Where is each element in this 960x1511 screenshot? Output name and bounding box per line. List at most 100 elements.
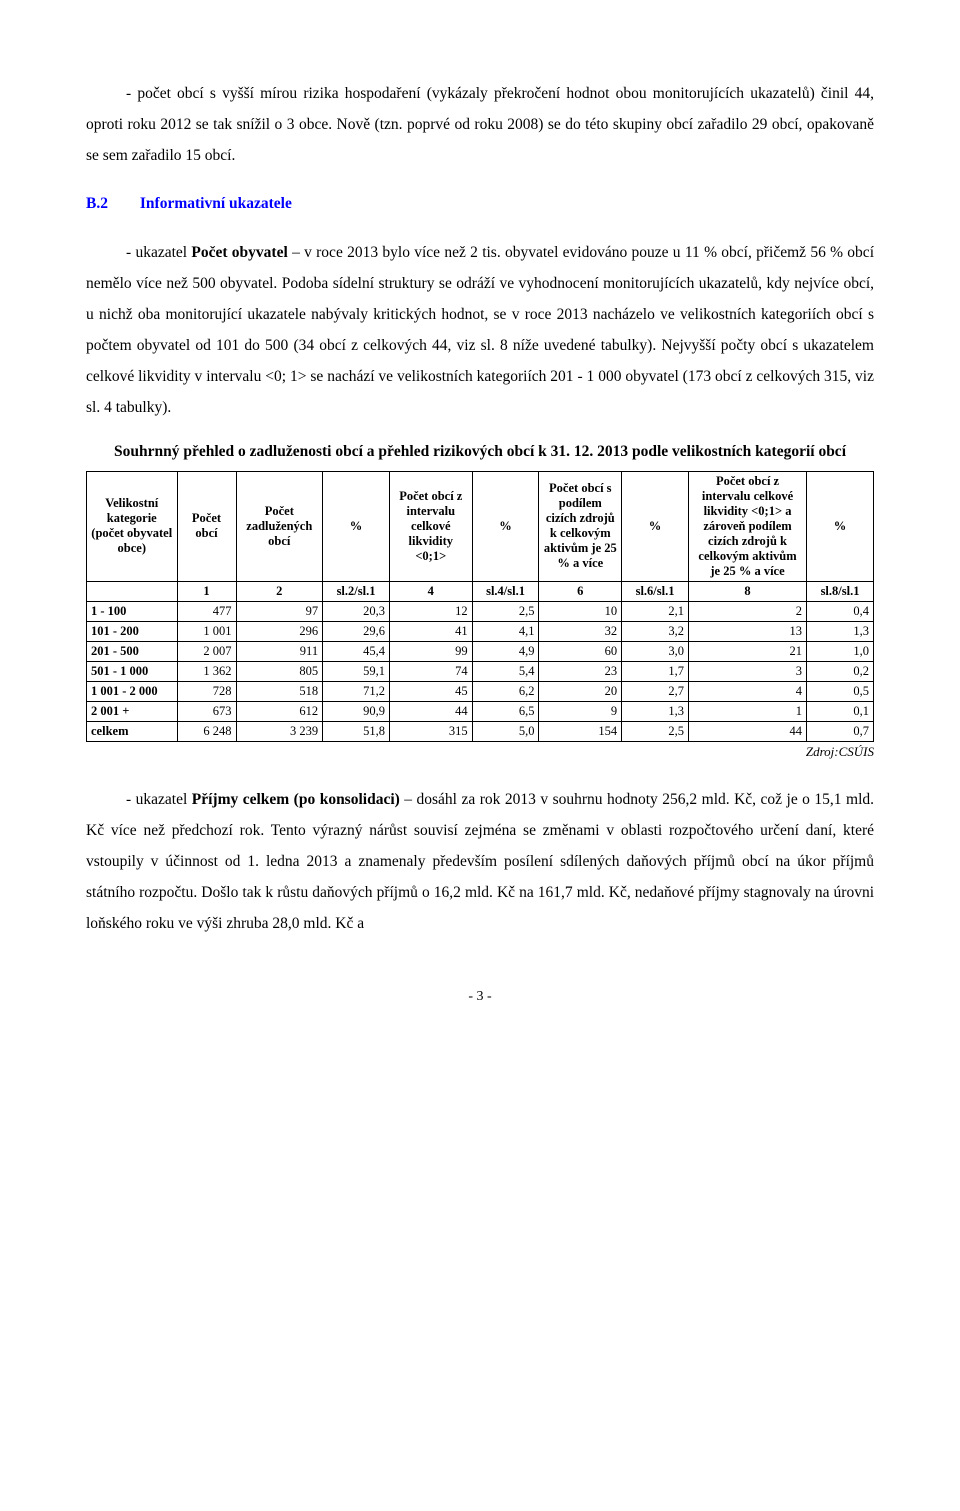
paragraph-risk-count: - počet obcí s vyšší mírou rizika hospod…	[86, 78, 874, 171]
table-cell: 477	[177, 601, 236, 621]
table-cell: 296	[236, 621, 323, 641]
table-cell: 4	[689, 681, 807, 701]
table-row: 2 001 +67361290,9446,591,310,1	[87, 701, 874, 721]
summary-debt-table: Velikostní kategorie (počet obyvatel obc…	[86, 471, 874, 742]
table-cell: 45	[389, 681, 472, 701]
table-cell: 20,3	[323, 601, 390, 621]
table-cell: 23	[539, 661, 622, 681]
table-cell: 44	[689, 721, 807, 741]
table-cell: 6,5	[472, 701, 539, 721]
table-subheader-cell: 2	[236, 581, 323, 601]
para2-rest: – v roce 2013 bylo více než 2 tis. obyva…	[86, 244, 874, 416]
table-subheader-cell: sl.6/sl.1	[622, 581, 689, 601]
para3-rest: – dosáhl za rok 2013 v souhrnu hodnoty 2…	[86, 791, 874, 932]
table-cell: 44	[389, 701, 472, 721]
table-header-cell: %	[622, 471, 689, 581]
table-cell: 4,9	[472, 641, 539, 661]
para2-bold: Počet obyvatel	[191, 244, 287, 261]
table-cell: 0,5	[807, 681, 874, 701]
table-cell: 3 239	[236, 721, 323, 741]
table-cell: 0,2	[807, 661, 874, 681]
table-header-cell: %	[323, 471, 390, 581]
table-cell: 0,7	[807, 721, 874, 741]
table-row: 1 - 1004779720,3122,5102,120,4	[87, 601, 874, 621]
table-cell: 29,6	[323, 621, 390, 641]
table-cell: 13	[689, 621, 807, 641]
table-header-cell: Počet zadlužených obcí	[236, 471, 323, 581]
table-cell: 90,9	[323, 701, 390, 721]
table-cell: 41	[389, 621, 472, 641]
table-cell: 2 007	[177, 641, 236, 661]
table-cell: 1,3	[807, 621, 874, 641]
table-cell: 673	[177, 701, 236, 721]
table-cell: 4,1	[472, 621, 539, 641]
table-cell: 2,5	[622, 721, 689, 741]
table-cell: 60	[539, 641, 622, 661]
table-header-cell: %	[807, 471, 874, 581]
table-cell: 1	[689, 701, 807, 721]
table-cell: 2,5	[472, 601, 539, 621]
table-row: 1 001 - 2 00072851871,2456,2202,740,5	[87, 681, 874, 701]
table-cell: 12	[389, 601, 472, 621]
table-row: 101 - 2001 00129629,6414,1323,2131,3	[87, 621, 874, 641]
section-number: B.2	[86, 195, 136, 213]
table-cell: 805	[236, 661, 323, 681]
table-subheader-cell: 6	[539, 581, 622, 601]
table-cell: 1 001 - 2 000	[87, 681, 178, 701]
table-cell: 32	[539, 621, 622, 641]
table-cell: 2	[689, 601, 807, 621]
paragraph-population-indicator: - ukazatel Počet obyvatel – v roce 2013 …	[86, 237, 874, 423]
table-cell: 6 248	[177, 721, 236, 741]
table-title: Souhrnný přehled o zadluženosti obcí a p…	[86, 441, 874, 463]
table-subheader-cell: sl.2/sl.1	[323, 581, 390, 601]
table-subheader-cell: sl.4/sl.1	[472, 581, 539, 601]
table-cell: 1,7	[622, 661, 689, 681]
table-cell: 1 001	[177, 621, 236, 641]
table-cell: 728	[177, 681, 236, 701]
table-cell: 612	[236, 701, 323, 721]
section-title: Informativní ukazatele	[140, 195, 292, 212]
table-row: 201 - 5002 00791145,4994,9603,0211,0	[87, 641, 874, 661]
table-cell: 3,0	[622, 641, 689, 661]
table-subheader-row: 12sl.2/sl.14sl.4/sl.16sl.6/sl.18sl.8/sl.…	[87, 581, 874, 601]
table-cell: 97	[236, 601, 323, 621]
table-subheader-cell: sl.8/sl.1	[807, 581, 874, 601]
table-cell: 101 - 200	[87, 621, 178, 641]
table-cell: 518	[236, 681, 323, 701]
table-cell: 2,1	[622, 601, 689, 621]
table-cell: 9	[539, 701, 622, 721]
table-header-cell: Velikostní kategorie (počet obyvatel obc…	[87, 471, 178, 581]
page-number: - 3 -	[86, 989, 874, 1005]
table-cell: 99	[389, 641, 472, 661]
table-subheader-cell: 1	[177, 581, 236, 601]
table-cell: 71,2	[323, 681, 390, 701]
table-cell: 201 - 500	[87, 641, 178, 661]
table-cell: 10	[539, 601, 622, 621]
table-row: 501 - 1 0001 36280559,1745,4231,730,2	[87, 661, 874, 681]
table-cell: 6,2	[472, 681, 539, 701]
table-header-cell: Počet obcí z intervalu celkové likvidity…	[689, 471, 807, 581]
para3-prefix: - ukazatel	[86, 791, 192, 808]
table-subheader-cell: 8	[689, 581, 807, 601]
table-cell: 3,2	[622, 621, 689, 641]
table-cell: 2,7	[622, 681, 689, 701]
paragraph-income-indicator: - ukazatel Příjmy celkem (po konsolidaci…	[86, 784, 874, 939]
table-source: Zdroj:CSÚIS	[86, 744, 874, 760]
para2-prefix: - ukazatel	[86, 244, 191, 261]
table-cell: 20	[539, 681, 622, 701]
table-cell: 1 - 100	[87, 601, 178, 621]
table-cell: 315	[389, 721, 472, 741]
table-cell: 2 001 +	[87, 701, 178, 721]
table-row: celkem6 2483 23951,83155,01542,5440,7	[87, 721, 874, 741]
table-cell: 74	[389, 661, 472, 681]
table-cell: 51,8	[323, 721, 390, 741]
table-cell: 1 362	[177, 661, 236, 681]
table-cell: 5,0	[472, 721, 539, 741]
table-cell: 1,3	[622, 701, 689, 721]
table-cell: 1,0	[807, 641, 874, 661]
para1-lead: - počet obcí s vyšší mírou rizika hospod…	[86, 85, 427, 102]
table-cell: 45,4	[323, 641, 390, 661]
table-cell: 59,1	[323, 661, 390, 681]
table-cell: celkem	[87, 721, 178, 741]
section-heading-b2: B.2 Informativní ukazatele	[86, 195, 874, 213]
